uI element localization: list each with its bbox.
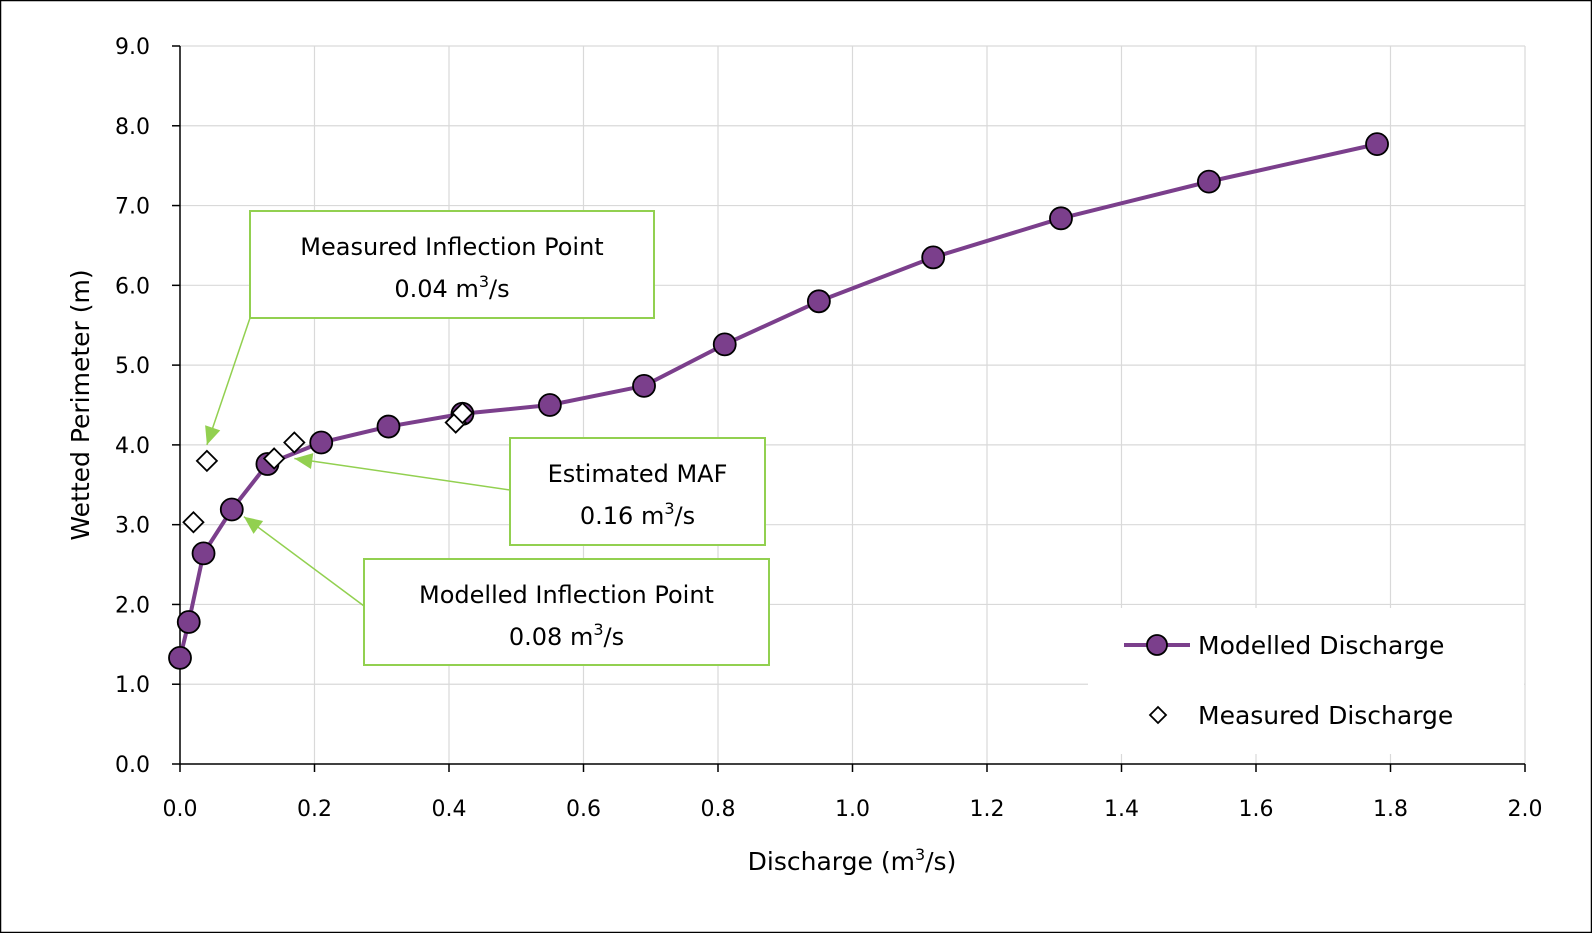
measured-inflection-value-number: 0.04 m	[394, 275, 478, 303]
estimated-maf-value-number: 0.16 m	[580, 502, 664, 530]
modelled-point-12	[921, 245, 946, 270]
modelled-inflection-title: Modelled Inflection Point	[419, 581, 714, 609]
y-tick-label-8: 8.0	[115, 115, 150, 140]
x-tick-label-10: 2.0	[1508, 797, 1543, 822]
estimated-maf-value-sup: 3	[664, 499, 674, 518]
y-axis-title: Wetted Perimeter (m)	[66, 269, 95, 540]
modelled-inflection-value: 0.08 m3/s	[509, 620, 624, 651]
measured-point-3	[283, 431, 306, 454]
modelled-point-11	[806, 289, 831, 314]
x-tick-label-0: 0.0	[163, 797, 198, 822]
x-tick-label-4: 0.8	[701, 797, 736, 822]
modelled-discharge-line	[178, 142, 1378, 659]
estimated-maf-value-unit: /s	[675, 502, 696, 530]
estimated-maf-title: Estimated MAF	[548, 460, 728, 488]
modelled-point-15	[1365, 132, 1389, 157]
legend-measured-marker	[1148, 705, 1168, 725]
y-tick-label-5: 5.0	[115, 354, 150, 379]
series-measured-discharge	[182, 401, 474, 534]
x-tick-label-1: 0.2	[297, 797, 332, 822]
x-tick-label-2: 0.4	[432, 797, 467, 822]
modelled-inflection-value-unit: /s	[604, 623, 625, 651]
y-tick-label-1: 1.0	[115, 673, 150, 698]
modelled-inflection-arrow-head	[243, 516, 264, 534]
x-axis-title-part1: Discharge (m	[748, 847, 915, 876]
series-modelled-discharge	[168, 132, 1389, 670]
x-tick-label-6: 1.2	[970, 797, 1005, 822]
y-tick-label-7: 7.0	[115, 195, 150, 220]
modelled-point-2	[191, 541, 216, 566]
legend: Modelled Discharge Measured Discharge	[1088, 608, 1524, 754]
x-tick-label-3: 0.6	[566, 797, 601, 822]
x-tick-label-7: 1.4	[1104, 797, 1139, 822]
legend-modelled-label: Modelled Discharge	[1198, 631, 1444, 660]
y-tick-labels: 0.0 1.0 2.0 3.0 4.0 5.0 6.0 7.0 8.0 9.0	[115, 35, 150, 778]
modelled-point-5	[309, 430, 334, 455]
y-tick-label-0: 0.0	[115, 753, 150, 778]
x-axis-title: Discharge (m3/s)	[748, 845, 957, 876]
measured-inflection-value: 0.04 m3/s	[394, 272, 509, 303]
measured-inflection-box	[249, 210, 655, 319]
measured-inflection-title: Measured Inflection Point	[300, 233, 603, 261]
x-tick-labels: 0.0 0.2 0.4 0.6 0.8 1.0 1.2 1.4 1.6 1.8 2.0	[163, 797, 1543, 822]
estimated-maf-arrow-head	[294, 453, 314, 469]
legend-background	[1088, 608, 1524, 754]
x-tick-label-5: 1.0	[835, 797, 870, 822]
measured-point-1	[195, 449, 219, 473]
annotation-arrows	[205, 317, 511, 607]
measured-point-5	[451, 401, 474, 425]
x-axis-title-sup: 3	[915, 845, 925, 864]
measured-inflection-value-unit: /s	[489, 275, 510, 303]
modelled-point-8	[537, 393, 562, 417]
x-tick-label-9: 1.8	[1373, 797, 1408, 822]
measured-inflection-arrow-line	[206, 317, 251, 446]
modelled-inflection-value-sup: 3	[593, 620, 603, 639]
y-tick-label-4: 4.0	[115, 434, 150, 459]
estimated-maf-box	[509, 437, 766, 546]
modelled-inflection-value-number: 0.08 m	[509, 623, 593, 651]
estimated-maf-arrow-line	[294, 457, 511, 491]
y-tick-label-6: 6.0	[115, 274, 150, 299]
modelled-point-14	[1197, 169, 1221, 194]
legend-modelled-marker	[1146, 634, 1168, 656]
modelled-inflection-arrow-line	[243, 516, 365, 607]
x-tick-label-8: 1.6	[1239, 797, 1274, 822]
modelled-point-6	[376, 414, 401, 439]
modelled-point-3	[219, 497, 244, 522]
axes	[172, 45, 1526, 772]
y-tick-label-9: 9.0	[115, 35, 150, 60]
measured-point-0	[182, 511, 205, 534]
legend-measured-label: Measured Discharge	[1198, 701, 1453, 730]
measured-inflection-arrow-head	[205, 425, 221, 445]
measured-inflection-value-sup: 3	[479, 272, 489, 291]
modelled-point-10	[712, 332, 737, 357]
modelled-point-13	[1049, 206, 1073, 231]
estimated-maf-value: 0.16 m3/s	[580, 499, 695, 530]
y-tick-label-3: 3.0	[115, 514, 150, 539]
x-axis-title-part2: /s)	[925, 847, 956, 876]
measured-point-2	[262, 447, 286, 470]
y-tick-label-2: 2.0	[115, 593, 150, 618]
modelled-point-0	[168, 645, 192, 670]
modelled-point-9	[632, 373, 656, 398]
modelled-point-1	[176, 610, 201, 634]
modelled-inflection-box	[363, 558, 770, 666]
